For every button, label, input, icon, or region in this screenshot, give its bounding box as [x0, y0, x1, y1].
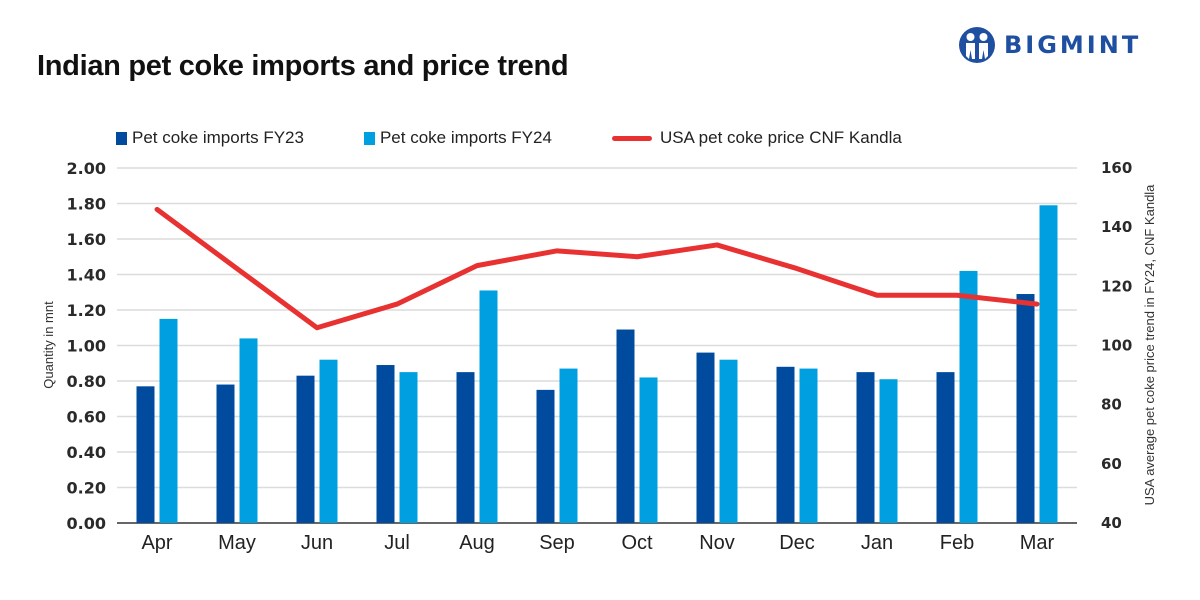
brand-name: BIGMINT: [1004, 31, 1142, 59]
legend-label-fy23: Pet coke imports FY23: [132, 128, 304, 147]
bar-fy23: [376, 365, 395, 523]
y-tick-label: 1.40: [67, 266, 106, 285]
y-tick-label: 1.00: [67, 337, 106, 356]
y2-tick-label: 120: [1101, 277, 1132, 295]
bar-fy24: [959, 270, 978, 523]
x-tick-label: Dec: [779, 532, 815, 554]
x-tick-label: Mar: [1020, 532, 1055, 554]
y2-tick-label: 40: [1101, 514, 1122, 532]
y2-tick-label: 160: [1101, 159, 1132, 177]
bar-fy24: [479, 290, 498, 523]
y-tick-label: 1.20: [67, 301, 106, 320]
brand-logo: BIGMINT: [958, 26, 1141, 64]
bar-fy23: [776, 366, 795, 523]
bar-fy23: [216, 384, 235, 523]
y-tick-label: 1.80: [67, 195, 106, 214]
bar-fy24: [1039, 205, 1058, 523]
y2-tick-label: 100: [1101, 337, 1132, 355]
legend-label-price: USA pet coke price CNF Kandla: [659, 128, 902, 147]
x-tick-label: Feb: [940, 532, 974, 554]
y-tick-label: 1.60: [67, 230, 106, 249]
legend-item-fy23: Pet coke imports FY23: [116, 128, 304, 148]
price-line: [154, 206, 1040, 331]
bar-fy24: [639, 377, 658, 523]
bar-fy24: [719, 359, 738, 523]
bar-fy24: [879, 379, 898, 523]
x-tick-label: Jan: [861, 532, 893, 554]
bar-fy23: [936, 372, 955, 523]
y-tick-label: 0.40: [67, 443, 106, 462]
bar-fy24: [559, 368, 578, 523]
bar-fy24: [399, 372, 418, 523]
y-tick-label: 2.00: [67, 159, 106, 178]
x-tick-label: Jun: [301, 532, 333, 554]
bar-fy23: [696, 352, 715, 523]
y-tick-label: 0.80: [67, 372, 106, 391]
bigmint-logo-icon: [959, 27, 995, 63]
y2-tick-label: 140: [1101, 218, 1132, 236]
y2-tick-label: 80: [1101, 396, 1122, 414]
legend-swatch-fy23: [116, 131, 127, 145]
bar-fy24: [159, 318, 178, 523]
y2-tick-label: 60: [1101, 455, 1122, 473]
x-tick-label: Oct: [621, 532, 653, 554]
bar-fy23: [616, 329, 635, 523]
y2-axis-label: USA average pet coke price trend in FY24…: [1142, 184, 1157, 506]
legend-label-fy24: Pet coke imports FY24: [379, 128, 552, 147]
x-tick-label: Jul: [384, 532, 410, 554]
x-tick-label: Sep: [539, 532, 575, 554]
y-tick-label: 0.00: [67, 514, 106, 533]
x-tick-label: May: [218, 532, 256, 554]
bar-fy24: [239, 338, 258, 523]
legend-swatch-fy24: [363, 131, 375, 145]
chart-legend: Pet coke imports FY23 Pet coke imports F…: [116, 128, 962, 148]
legend-item-fy24: Pet coke imports FY24: [363, 128, 552, 148]
bar-fy23: [536, 389, 555, 523]
legend-item-price: USA pet coke price CNF Kandla: [611, 128, 902, 148]
chart-title: Indian pet coke imports and price trend: [37, 50, 569, 82]
bar-fy23: [856, 372, 875, 523]
x-tick-label: Aug: [459, 532, 495, 554]
y-tick-label: 0.20: [67, 479, 106, 498]
bar-fy23: [136, 386, 155, 523]
legend-swatch-price: [611, 135, 652, 141]
x-tick-label: Nov: [699, 532, 735, 554]
y-tick-label: 0.60: [67, 408, 106, 427]
bar-fy23: [1016, 294, 1035, 523]
x-tick-label: Apr: [141, 532, 172, 554]
bar-fy24: [319, 359, 338, 523]
y-axis-label: Quantity in mnt: [41, 301, 56, 389]
bar-fy23: [296, 375, 315, 523]
bar-fy24: [799, 368, 818, 523]
bar-fy23: [456, 372, 475, 523]
